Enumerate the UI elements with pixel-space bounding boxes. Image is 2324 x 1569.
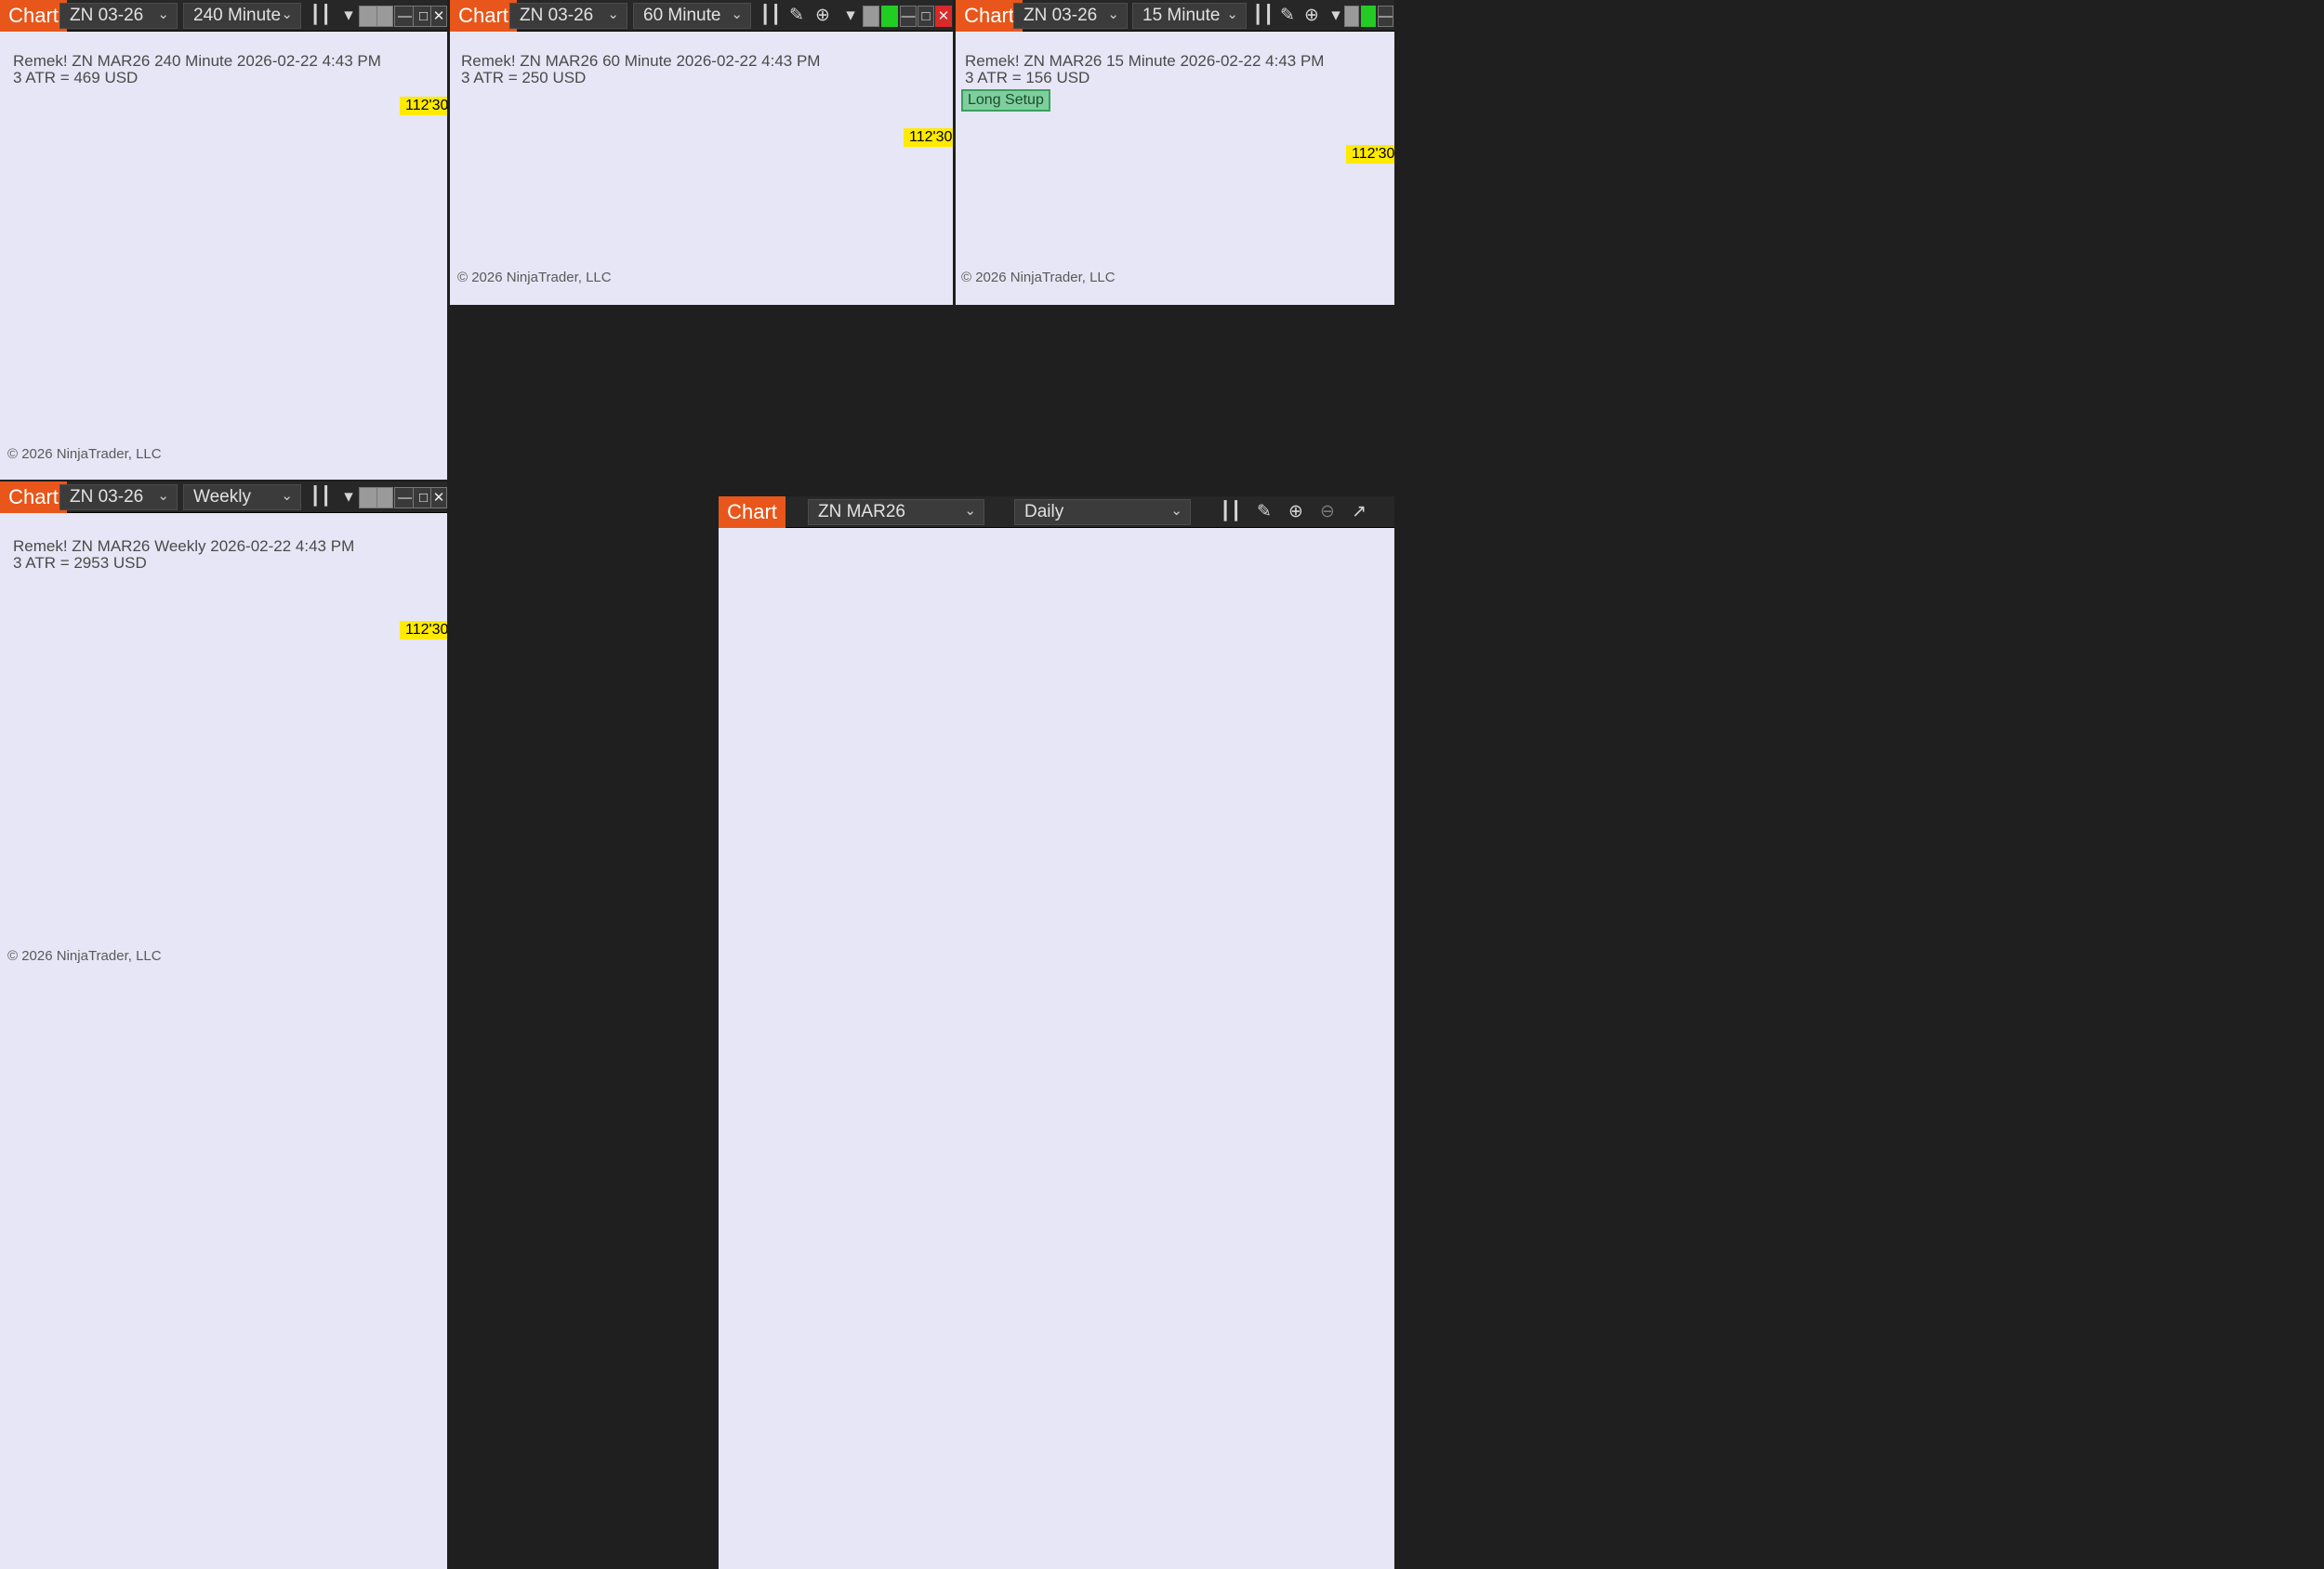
atr-label: 3 ATR = 2953 USD: [13, 554, 147, 572]
draw-tool-icon[interactable]: ✎: [789, 6, 804, 25]
interval-value: 15 Minute: [1142, 6, 1221, 25]
interval-selector[interactable]: 15 Minute ⌄: [1132, 3, 1247, 29]
draw-tool-icon[interactable]: ✎: [1257, 502, 1272, 521]
current-price-marker: 112'300: [1346, 145, 1394, 164]
chart-window-15min: Chart ZN 03-26 ⌄ 15 Minute ⌄ ┃┃ ✎ ⊕ ▾ — Re…: [956, 0, 1394, 305]
instrument-selector[interactable]: ZN MAR26 ⌄: [808, 499, 984, 525]
instrument-value: ZN 03-26: [70, 487, 144, 507]
minimize-button[interactable]: —: [394, 6, 416, 27]
chart-title: Remek! ZN MAR26 15 Minute 2026-02-22 4:4…: [965, 52, 1325, 70]
zoom-icon[interactable]: ⊕: [815, 6, 830, 25]
pointer-icon[interactable]: ↗: [1352, 502, 1367, 521]
chevron-down-icon: ⌄: [1170, 503, 1182, 519]
interval-selector[interactable]: Weekly ⌄: [183, 484, 301, 510]
chart-area[interactable]: Remek! ZN MAR26 60 Minute 2026-02-22 4:4…: [450, 32, 953, 305]
long-setup-tag: Long Setup: [961, 89, 1050, 112]
instrument-selector[interactable]: ZN 03-26 ⌄: [59, 484, 178, 510]
chart-window-240min-panel: Chart ZN 03-26 ⌄ 240 Minute ⌄ ┃┃ ▾ — □ ✕ R…: [0, 0, 447, 480]
interval-value: 60 Minute: [643, 6, 721, 25]
link-green-button[interactable]: [1361, 6, 1376, 27]
chevron-down-icon: ⌄: [157, 7, 169, 22]
oscillator-panel[interactable]: [0, 342, 400, 463]
minimize-button[interactable]: —: [394, 487, 416, 508]
chevron-down-icon: ⌄: [157, 488, 169, 504]
bar-type-icon[interactable]: ┃┃: [1220, 502, 1242, 521]
chevron-down-icon: ⌄: [281, 488, 293, 504]
atr-label: 3 ATR = 156 USD: [965, 69, 1090, 86]
atr-label: 3 ATR = 250 USD: [461, 69, 587, 86]
chart-area[interactable]: Remek! ZN MAR26 15 Minute 2026-02-22 4:4…: [956, 32, 1394, 305]
atr-label: 3 ATR = 469 USD: [13, 69, 139, 86]
chart-toolbar-weekly: Chart ZN 03-26 ⌄ Weekly ⌄ ┃┃ ▾ — □ ✕: [0, 481, 447, 513]
link-color-button[interactable]: [1344, 6, 1359, 27]
copyright-text: © 2026 NinjaTrader, LLC: [961, 270, 1116, 285]
interval-selector[interactable]: 60 Minute ⌄: [633, 3, 751, 29]
link-color-button-2[interactable]: [376, 487, 393, 508]
maximize-button[interactable]: □: [918, 6, 934, 27]
close-button[interactable]: ✕: [430, 487, 447, 508]
chart-menu-button[interactable]: Chart: [450, 0, 517, 32]
zoom-icon[interactable]: ⊕: [1304, 6, 1319, 25]
current-price-marker: 112'300: [400, 97, 447, 115]
chevron-down-icon: ⌄: [281, 7, 293, 22]
instrument-value: ZN 03-26: [1023, 6, 1098, 25]
bar-type-icon[interactable]: ┃┃: [310, 487, 332, 507]
chart-menu-button[interactable]: Chart: [956, 0, 1023, 32]
interval-value: Daily: [1024, 502, 1064, 521]
interval-value: Weekly: [193, 487, 251, 507]
minimize-button[interactable]: —: [900, 6, 917, 27]
link-color-button[interactable]: [863, 6, 879, 27]
current-price-marker: 112'300: [904, 128, 953, 147]
copyright-text: © 2026 NinjaTrader, LLC: [7, 446, 162, 462]
chevron-down-icon: ⌄: [607, 7, 619, 22]
chart-toolbar-15: Chart ZN 03-26 ⌄ 15 Minute ⌄ ┃┃ ✎ ⊕ ▾ —: [956, 0, 1394, 32]
bar-type-icon[interactable]: ┃┃: [1252, 6, 1274, 25]
instrument-value: ZN 03-26: [520, 6, 594, 25]
chart-window-60min: Chart ZN 03-26 ⌄ 60 Minute ⌄ ┃┃ ✎ ⊕ ▾ — □ …: [450, 0, 953, 305]
link-green-button[interactable]: [881, 6, 898, 27]
chart-window-daily-main: Chart ZN MAR26 ⌄ Daily ⌄ ┃┃ ✎ ⊕ ⊖ ↗: [719, 496, 1394, 1569]
copyright-text: © 2026 NinjaTrader, LLC: [457, 270, 612, 285]
dropdown-arrow-icon[interactable]: ▾: [344, 487, 353, 507]
bar-type-icon[interactable]: ┃┃: [310, 6, 332, 25]
chart-area[interactable]: Remek! ZN MAR26 240 Minute 2026-02-22 4:…: [0, 32, 447, 480]
minimize-button[interactable]: —: [1378, 6, 1393, 27]
chart-window-weekly: Chart ZN 03-26 ⌄ Weekly ⌄ ┃┃ ▾ — □ ✕ Remek…: [0, 481, 447, 1569]
chart-menu-button[interactable]: Chart: [0, 0, 67, 32]
chart-menu-button[interactable]: Chart: [719, 496, 786, 528]
chevron-down-icon: ⌄: [964, 503, 976, 519]
chart-area[interactable]: Remek! ZN MAR26 Weekly 2026-02-22 4:43 P…: [0, 513, 447, 1569]
close-button[interactable]: ✕: [430, 6, 447, 27]
interval-selector[interactable]: 240 Minute⌄: [183, 3, 301, 29]
chart-title: Remek! ZN MAR26 60 Minute 2026-02-22 4:4…: [461, 52, 821, 70]
zoom-in-icon[interactable]: ⊕: [1288, 502, 1303, 521]
instrument-selector[interactable]: ZN 03-26 ⌄: [1013, 3, 1128, 29]
chart-toolbar-240: Chart ZN 03-26 ⌄ 240 Minute ⌄ ┃┃ ▾ — □ ✕: [0, 0, 447, 32]
instrument-value: ZN MAR26: [818, 502, 905, 521]
chart-title: Remek! ZN MAR26 Weekly 2026-02-22 4:43 P…: [13, 537, 355, 555]
instrument-selector[interactable]: ZN 03-26 ⌄: [509, 3, 627, 29]
dropdown-arrow-icon[interactable]: ▾: [344, 6, 353, 25]
close-button[interactable]: ✕: [935, 6, 952, 27]
dropdown-arrow-icon[interactable]: ▾: [1331, 6, 1340, 25]
chevron-down-icon: ⌄: [1226, 7, 1238, 22]
interval-value: 240 Minute: [193, 6, 282, 25]
dropdown-arrow-icon[interactable]: ▾: [846, 6, 855, 25]
current-price-marker: 112'300: [400, 621, 447, 639]
chart-menu-button[interactable]: Chart: [0, 481, 67, 513]
draw-tool-icon[interactable]: ✎: [1280, 6, 1295, 25]
oscillator-panel[interactable]: [0, 837, 400, 967]
chart-title: Remek! ZN MAR26 240 Minute 2026-02-22 4:…: [13, 52, 381, 70]
interval-selector[interactable]: Daily ⌄: [1014, 499, 1191, 525]
link-color-button-2[interactable]: [376, 6, 393, 27]
chevron-down-icon: ⌄: [731, 7, 743, 22]
zoom-out-icon[interactable]: ⊖: [1320, 502, 1335, 521]
chevron-down-icon: ⌄: [1107, 7, 1119, 22]
instrument-value: ZN 03-26: [70, 6, 144, 25]
instrument-selector[interactable]: ZN 03-26 ⌄: [59, 3, 178, 29]
bar-type-icon[interactable]: ┃┃: [759, 6, 782, 25]
chart-toolbar-60: Chart ZN 03-26 ⌄ 60 Minute ⌄ ┃┃ ✎ ⊕ ▾ — □ …: [450, 0, 953, 32]
copyright-text: © 2026 NinjaTrader, LLC: [7, 948, 162, 964]
chart-toolbar-daily-main: Chart ZN MAR26 ⌄ Daily ⌄ ┃┃ ✎ ⊕ ⊖ ↗: [719, 496, 1394, 528]
